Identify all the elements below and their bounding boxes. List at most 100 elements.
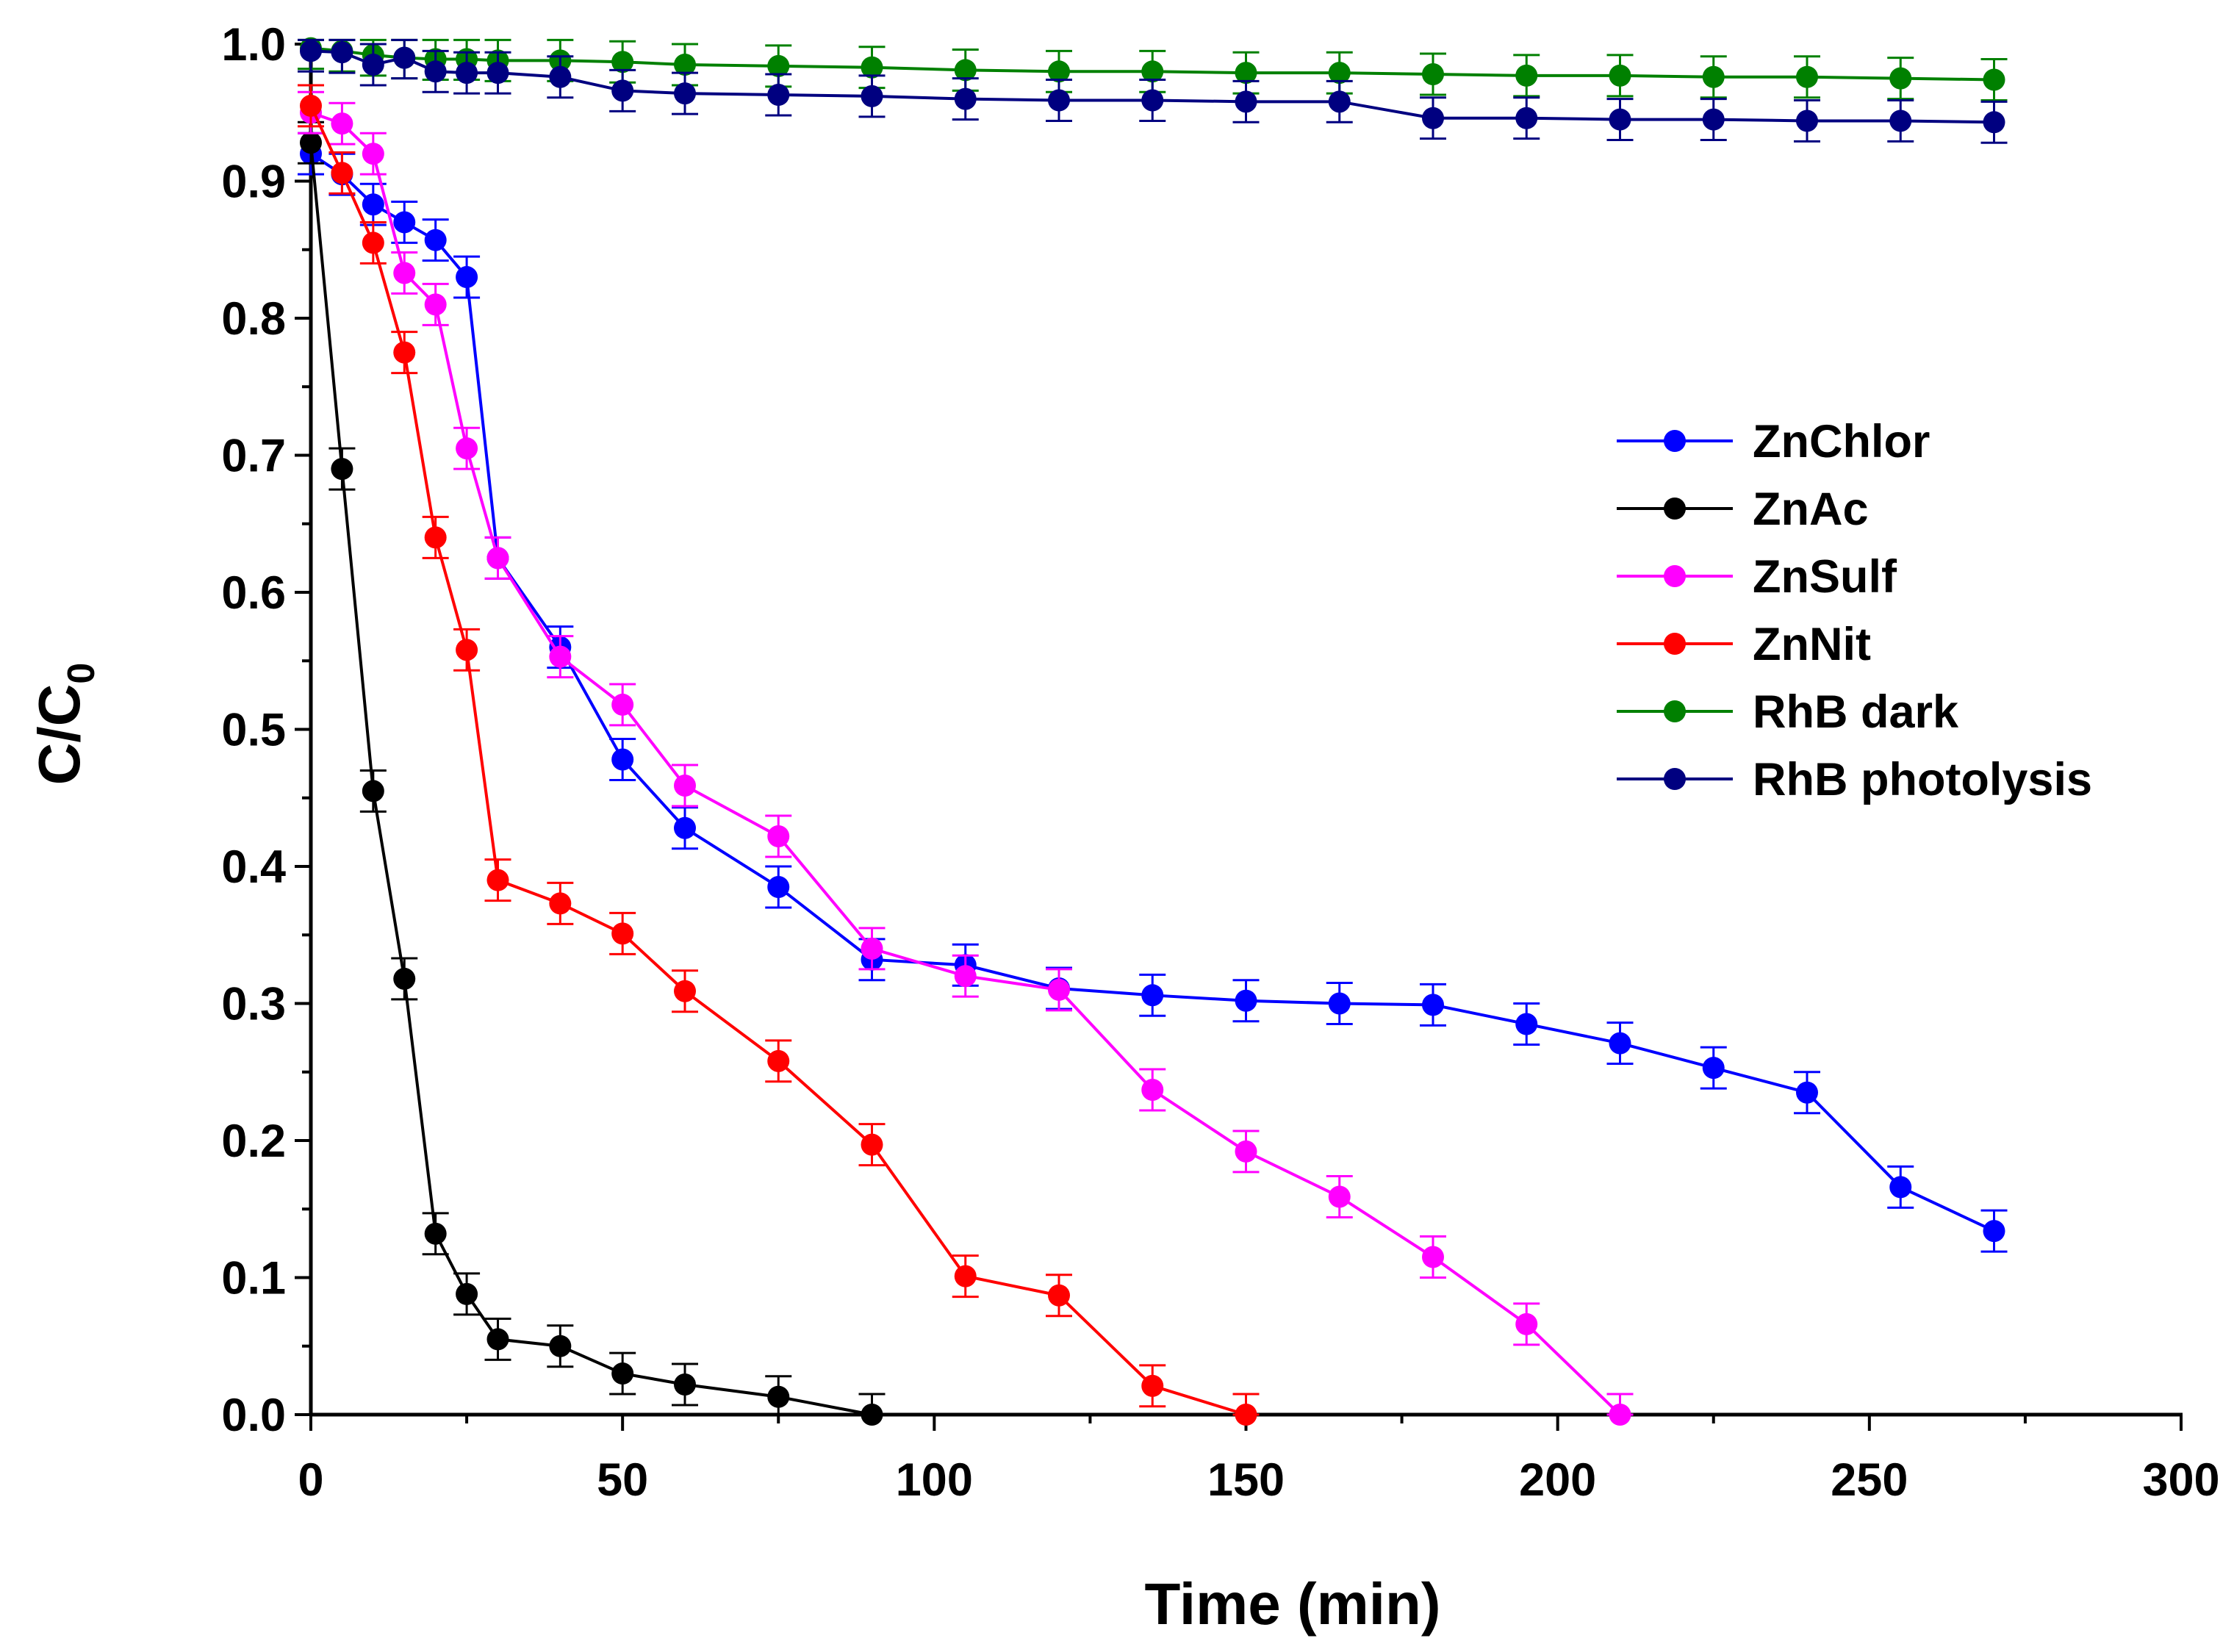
data-point	[300, 132, 322, 154]
series-line	[309, 143, 872, 1416]
data-point	[674, 774, 696, 797]
y-tick-label: 1.0	[221, 19, 286, 71]
data-point	[1422, 63, 1444, 86]
data-point	[1048, 89, 1070, 112]
data-point	[767, 84, 790, 107]
legend-label: ZnAc	[1753, 484, 1869, 535]
data-point	[331, 458, 353, 481]
y-axis-title-subscript: 0	[60, 663, 103, 684]
data-point	[393, 211, 416, 234]
data-point	[1702, 1057, 1725, 1080]
data-point	[1983, 1220, 2005, 1243]
data-point	[1515, 1013, 1538, 1035]
data-point	[1796, 1081, 1818, 1104]
data-point	[331, 112, 353, 135]
legend-label: ZnChlor	[1753, 416, 1930, 467]
data-point	[1048, 1284, 1070, 1307]
tick-labels: 0 50 100 150 200 250 300 0.0 0.1 0.2 0.3 0.4 0.5 0.6 0…	[221, 19, 2219, 1506]
legend-item: ZnChlor	[1617, 416, 1930, 467]
data-point	[611, 51, 634, 73]
data-point	[767, 825, 790, 847]
data-point	[1609, 1404, 1631, 1426]
y-tick-label: 0.1	[221, 1253, 286, 1304]
data-point	[1609, 108, 1631, 131]
data-point	[767, 875, 790, 898]
y-tick-label: 0.9	[221, 157, 286, 208]
data-point	[1235, 1404, 1257, 1426]
data-point	[393, 262, 416, 284]
y-tick-label: 0.6	[221, 567, 286, 619]
data-point	[954, 1265, 977, 1288]
data-point	[1702, 108, 1725, 131]
data-point	[1983, 111, 2005, 134]
data-point	[1889, 67, 1912, 90]
data-point	[767, 1049, 790, 1072]
data-point	[424, 60, 447, 83]
data-point	[456, 1282, 478, 1305]
legend-marker	[1664, 430, 1686, 452]
series-znac	[298, 121, 886, 1426]
data-point	[1141, 89, 1164, 112]
data-point	[1141, 984, 1164, 1007]
data-point	[424, 526, 447, 549]
legend-marker	[1664, 633, 1686, 655]
series-line	[309, 105, 1247, 1416]
data-point	[1235, 1140, 1257, 1163]
data-point	[549, 892, 572, 915]
plot-area	[298, 37, 2008, 1426]
legend-marker	[1664, 498, 1686, 520]
data-point	[611, 922, 634, 945]
y-tick-label: 0.3	[221, 979, 286, 1030]
data-point	[486, 62, 509, 85]
data-point	[1889, 109, 1912, 132]
data-point	[674, 980, 696, 1002]
series-line	[310, 111, 1621, 1416]
x-tick-label: 50	[597, 1454, 648, 1506]
data-point	[549, 645, 572, 668]
data-point	[611, 748, 634, 771]
data-point	[393, 967, 416, 990]
data-point	[456, 639, 478, 661]
data-point	[611, 693, 634, 716]
data-point	[861, 85, 883, 107]
series-rhb-photolysis	[298, 38, 2008, 144]
x-tick-label: 300	[2142, 1454, 2219, 1506]
legend-item: ZnAc	[1617, 484, 1869, 535]
legend-label: ZnSulf	[1753, 551, 1897, 603]
data-point	[1235, 62, 1257, 85]
data-point	[1048, 60, 1070, 83]
legend-item: RhB dark	[1617, 686, 1959, 738]
data-point	[861, 56, 883, 79]
data-point	[674, 1373, 696, 1396]
data-point	[1328, 992, 1351, 1015]
data-point	[1889, 1176, 1912, 1199]
y-tick-label: 0.4	[221, 841, 286, 893]
data-point	[331, 162, 353, 184]
legend-label: RhB photolysis	[1753, 754, 2092, 805]
legend-marker	[1664, 565, 1686, 587]
data-point	[674, 82, 696, 105]
data-point	[611, 1362, 634, 1385]
y-axis-title: C/C0	[26, 663, 103, 786]
data-point	[1328, 62, 1351, 85]
data-point	[549, 65, 572, 88]
data-point	[424, 229, 447, 251]
data-point	[362, 53, 384, 76]
y-tick-label: 0.0	[221, 1390, 286, 1441]
data-point	[362, 143, 384, 165]
y-tick-label: 0.8	[221, 293, 286, 345]
series-znsulf	[298, 90, 1634, 1426]
data-point	[300, 40, 322, 62]
data-point	[1515, 64, 1538, 87]
y-tick-label: 0.5	[221, 705, 286, 756]
data-point	[1048, 978, 1070, 1001]
legend: ZnChlor ZnAc ZnSulf ZnNit RhB dark RhB photol…	[1617, 416, 2092, 805]
x-tick-label: 200	[1519, 1454, 1596, 1506]
data-point	[1796, 109, 1818, 132]
data-point	[549, 1335, 572, 1357]
data-point	[456, 437, 478, 460]
data-point	[486, 869, 509, 891]
data-point	[1328, 1185, 1351, 1208]
y-tick-label: 0.7	[221, 431, 286, 482]
